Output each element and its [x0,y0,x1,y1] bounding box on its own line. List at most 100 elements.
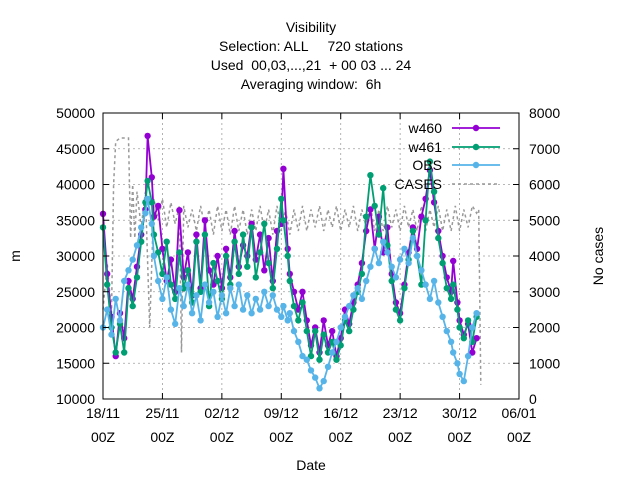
legend-label-w460: w460 [408,120,443,136]
series-w461-point [278,195,285,202]
series-obs-point [329,349,336,356]
series-obs-point [469,324,476,331]
series-obs-point [312,374,319,381]
series-w461-point [159,270,166,278]
x-tick-label-date: 09/12 [264,405,299,421]
series-obs-point [418,267,425,274]
y2-tick-label: 0 [529,391,537,407]
series-obs-point [210,288,217,295]
series-w460-point [222,245,230,252]
series-obs-point [307,367,315,374]
series-w461-point [235,270,242,278]
series-w461-point [426,158,434,165]
legend-marker-obs [472,161,480,169]
series-w461-point [456,324,463,331]
series-w461-point [248,224,255,231]
series-obs-point [144,195,151,202]
x-tick-label-hour: 00Z [210,429,235,445]
title-line-2: Selection: ALL 720 stations [219,38,403,54]
series-obs-point [248,310,255,317]
series-obs-point [435,299,442,306]
title-line-4: Averaging window: 6h [241,76,382,92]
series-w461-point [155,249,162,256]
series-w460-point [231,227,238,235]
series-w460-point [155,202,162,210]
series-w461-point [443,285,450,292]
series-w460-point [184,249,192,256]
series-w461-point [222,252,230,260]
series-obs-point [218,292,226,299]
series-w461-point [380,184,387,192]
series-obs-point [201,281,209,288]
y-tick-label: 50000 [56,105,95,121]
series-obs-point [460,377,467,385]
series-obs-point [142,209,149,217]
series-obs-point [324,363,332,370]
series-w461-point [454,306,461,313]
legend-label-obs: OBS [412,157,442,173]
series-obs-point [405,259,412,267]
series-w461-point [375,231,383,238]
series-obs-point [464,352,472,360]
series-obs-point [193,292,200,299]
series-w461-point [176,249,183,256]
series-w461-point [358,270,366,278]
series-obs-point [133,242,141,249]
legend-marker-w461 [472,143,480,151]
series-w461-point [337,342,344,349]
series-obs-point [256,306,264,313]
series-w460-point [280,165,287,172]
series-w460-point [299,288,306,295]
series-obs-point [350,292,357,299]
series-obs-point [214,313,221,320]
series-w461-point [422,217,429,224]
series-w461-point [201,231,209,238]
series-w461-point [148,199,155,206]
series-w460-point [261,267,268,274]
series-w460-point [193,231,200,238]
series-obs-point [167,306,175,313]
series-obs-point [284,317,291,324]
series-obs-point [172,320,179,328]
x-tick-label-hour: 00Z [388,429,413,445]
series-obs-point [388,263,395,270]
series-obs-point [299,352,306,360]
series-obs-point [371,245,378,252]
legend-marker-w460 [472,124,480,132]
series-obs-point [430,277,438,285]
series-obs-point [401,245,408,252]
series-obs-point [180,302,187,310]
y2-tick-label: 5000 [529,212,560,228]
legend: w460 w461 OBS CASES [395,120,500,192]
series-obs-point [112,295,119,303]
series-obs-point [439,313,446,320]
series-w460-point [473,335,480,342]
series-obs-point [384,249,391,256]
series-w460-point [214,252,221,260]
series-obs-point [320,377,327,385]
series-w461-point [409,227,417,235]
series-obs-point [341,313,349,320]
series-w460-point [418,213,425,220]
series-obs-point [148,220,155,227]
series-obs-point [252,295,259,303]
series-w461-point [450,281,457,288]
legend-label-cases: CASES [395,176,442,192]
series-w461-point [350,306,357,313]
series-w461-point [193,238,200,245]
series-w461-point [125,285,132,292]
series-obs-point [239,306,247,313]
series-obs-point [396,256,404,263]
series-w461-point [299,299,306,306]
x-tick-label-hour: 00Z [448,429,473,445]
chart-title: Visibility Selection: ALL 720 stations U… [211,19,412,92]
series-obs-point [392,274,400,281]
y-axis-label: m [7,250,23,262]
series-obs-point [197,317,204,324]
series-w461-point [261,220,268,227]
series-obs-point [176,285,183,292]
plot-area [99,132,482,392]
series-obs-point [363,277,370,285]
series-w460-point [363,227,370,235]
